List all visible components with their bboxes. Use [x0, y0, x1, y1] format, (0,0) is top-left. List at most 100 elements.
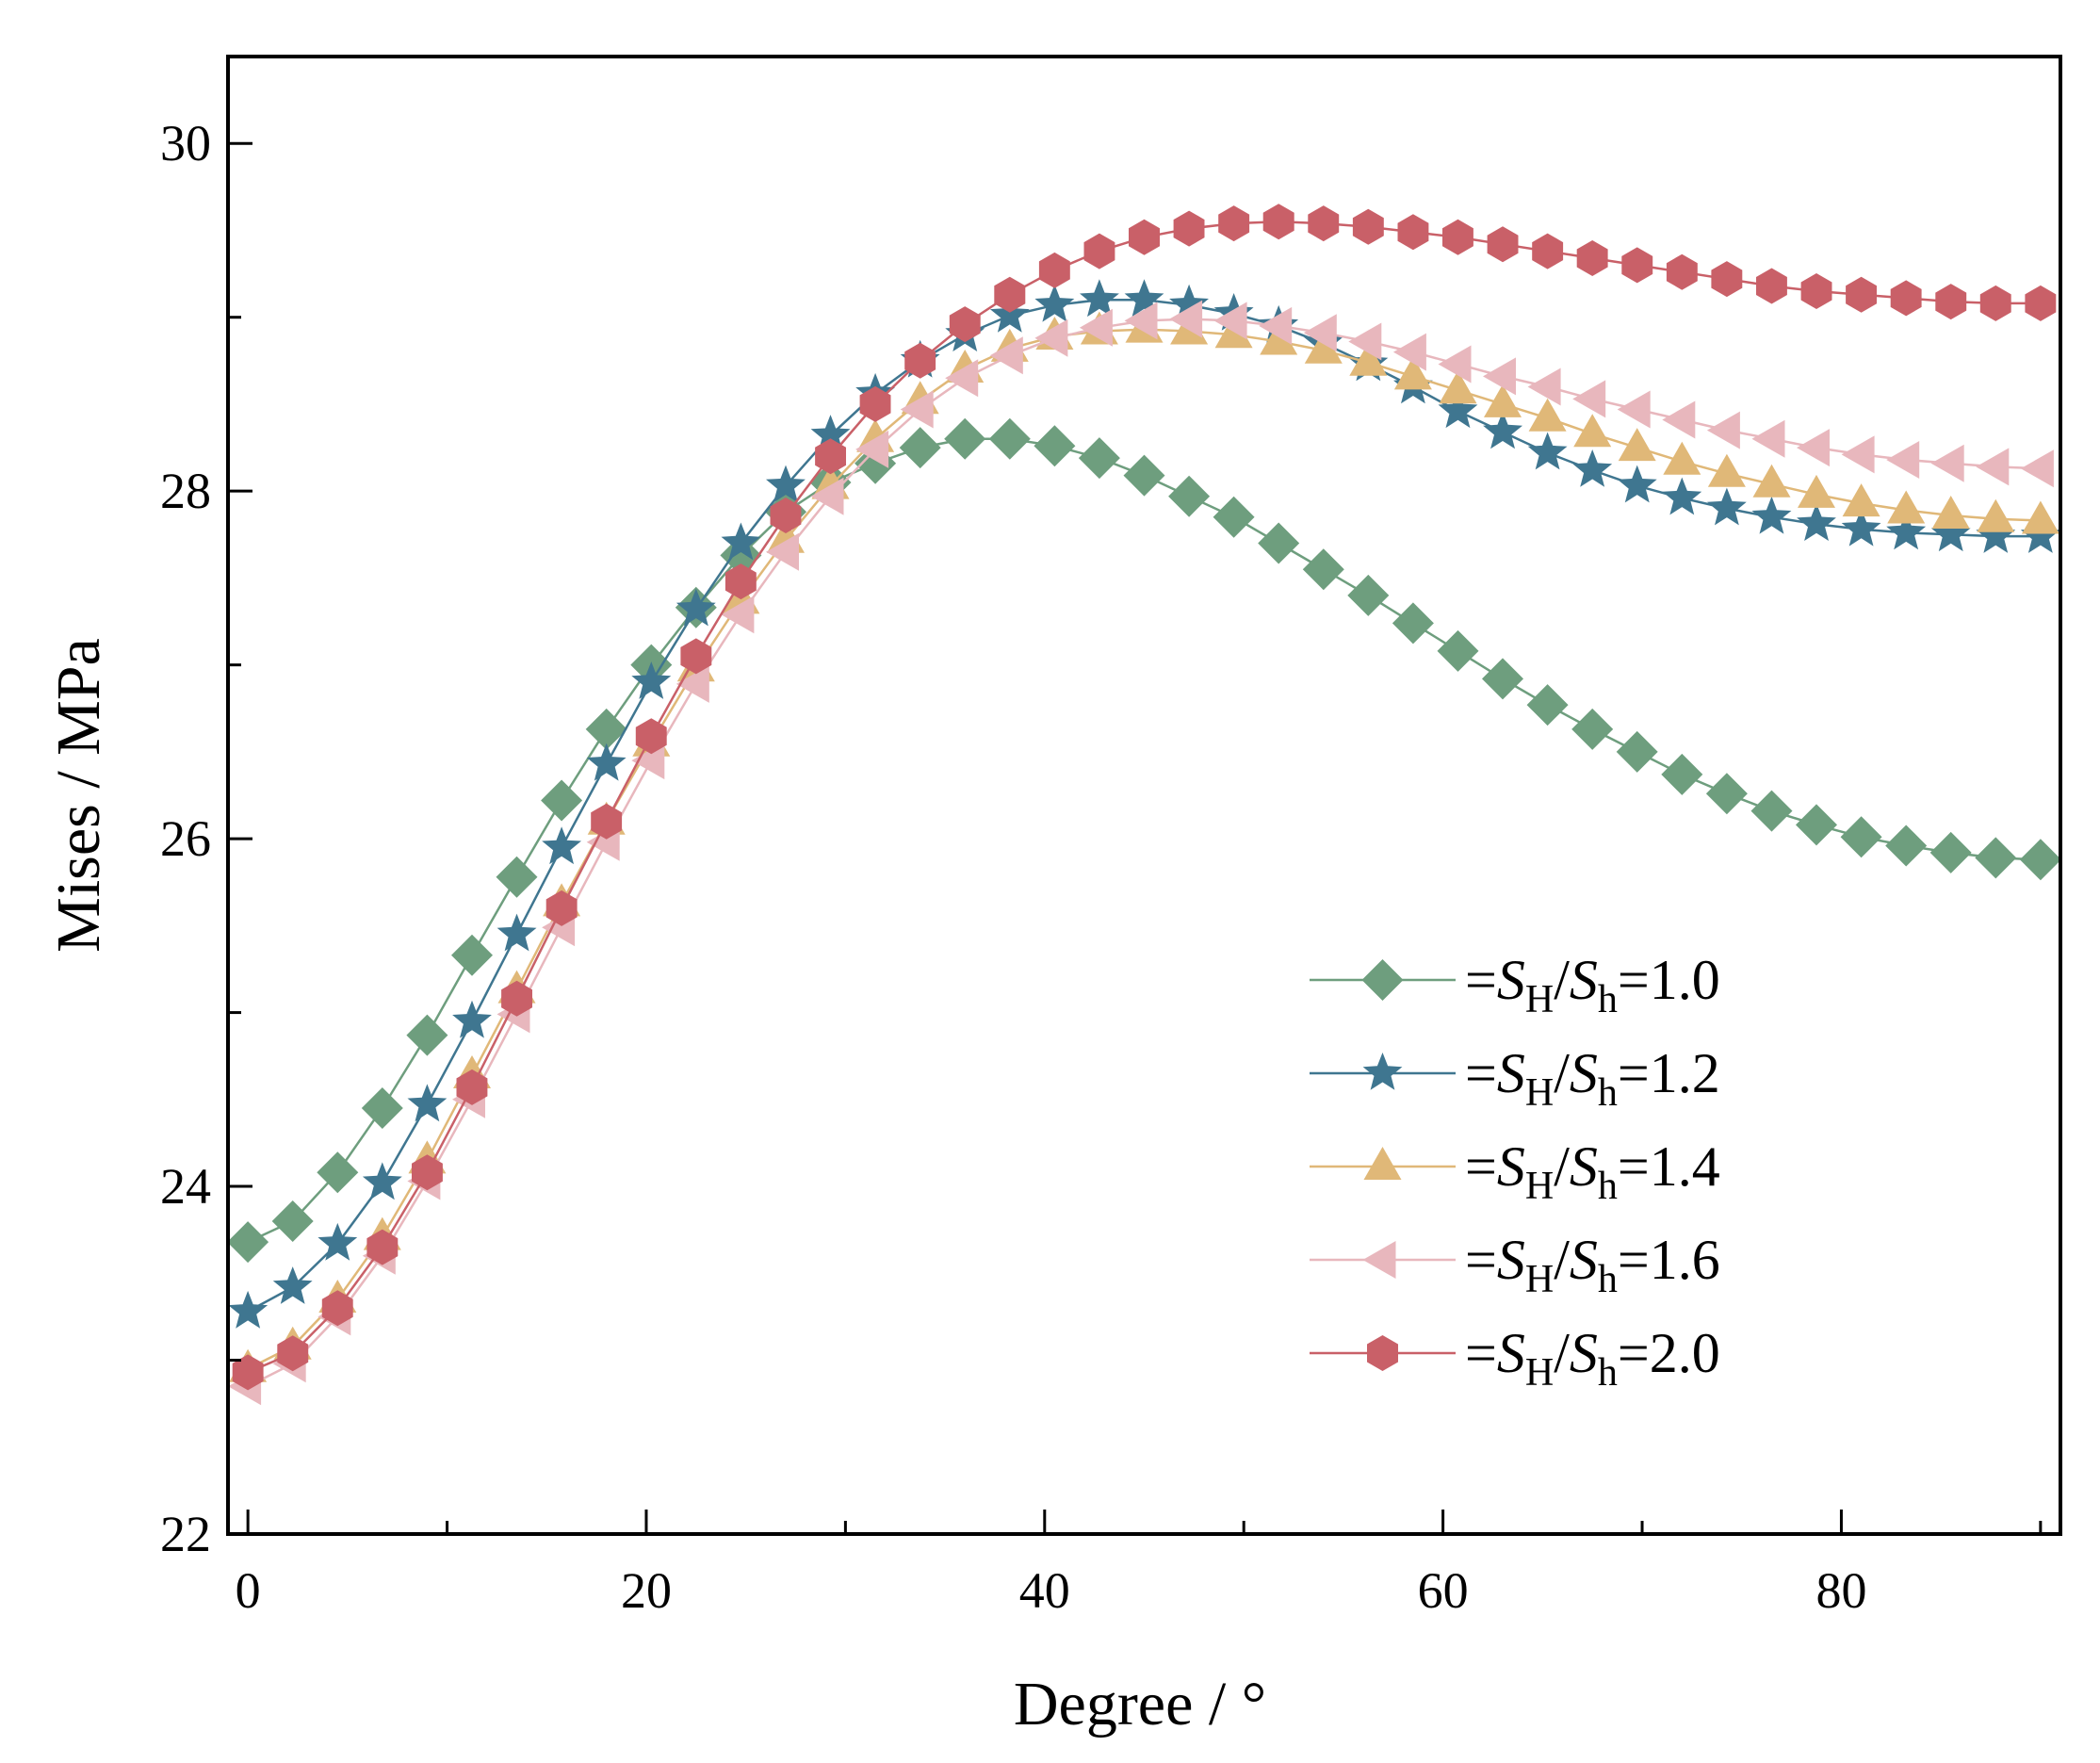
data-point	[1527, 367, 1561, 406]
legend-item: =SH/Sh=1.6	[1310, 1229, 1720, 1301]
data-point	[1129, 219, 1160, 255]
data-point	[945, 359, 979, 398]
data-point	[1526, 684, 1569, 726]
y-tick-label: 24	[160, 1158, 211, 1215]
data-point	[1439, 370, 1477, 404]
data-point	[1397, 214, 1429, 251]
data-point	[1617, 465, 1657, 503]
legend-label: =SH/Sh=1.4	[1465, 1135, 1720, 1208]
data-point	[1527, 432, 1568, 470]
y-axis-title: Mises / MPa	[44, 638, 113, 953]
data-point	[1437, 629, 1479, 672]
data-point	[541, 779, 583, 822]
data-point	[1616, 730, 1658, 773]
x-tick-label: 20	[621, 1562, 672, 1619]
data-point	[1262, 204, 1294, 240]
data-point	[1707, 487, 1747, 526]
data-point	[362, 1162, 402, 1200]
y-tick-label: 30	[160, 115, 211, 171]
data-point	[1796, 804, 1837, 846]
data-point	[1617, 390, 1651, 429]
data-point	[904, 342, 936, 379]
data-point	[227, 1221, 269, 1264]
legend: =SH/Sh=1.0 =SH/Sh=1.2 =SH/Sh=1.4 =SH/Sh=1.6…	[1310, 949, 1720, 1395]
data-point	[721, 522, 761, 561]
data-point	[321, 1290, 353, 1327]
x-tick-label: 40	[1019, 1562, 1070, 1619]
series-2	[228, 279, 2060, 1329]
data-point	[988, 417, 1031, 460]
data-point	[944, 417, 986, 460]
data-point	[1976, 448, 2010, 486]
data-point	[1935, 284, 1967, 320]
data-point	[680, 638, 712, 675]
x-axis: 0 20 40 60 80	[236, 1510, 2043, 1619]
legend-item: =SH/Sh=1.0	[1310, 949, 1720, 1021]
data-point	[1213, 496, 1255, 538]
data-point	[810, 415, 851, 452]
data-point	[1930, 514, 1971, 552]
data-point	[585, 708, 627, 750]
data-point	[277, 1335, 309, 1372]
data-point	[1800, 273, 1832, 309]
x-axis-title: Degree / °	[1014, 1670, 1266, 1739]
data-point	[949, 306, 981, 343]
data-point	[1571, 708, 1614, 750]
legend-item: =SH/Sh=1.4	[1310, 1135, 1720, 1208]
data-point	[2020, 515, 2060, 553]
data-point	[859, 385, 891, 422]
data-point	[1890, 280, 1922, 317]
data-point	[497, 913, 537, 952]
data-point	[2021, 500, 2059, 534]
data-point	[1752, 464, 1791, 498]
data-point	[1798, 474, 1835, 508]
data-point	[1483, 357, 1516, 396]
data-point	[1841, 508, 1881, 547]
data-point	[1078, 437, 1120, 480]
data-point	[1618, 428, 1656, 462]
data-point	[1352, 208, 1384, 245]
data-point	[1841, 435, 1875, 474]
data-point	[1846, 276, 1877, 313]
legend-label: =SH/Sh=1.0	[1465, 949, 1720, 1021]
series-layer	[227, 204, 2061, 1406]
data-point	[1258, 522, 1300, 564]
data-point	[989, 294, 1030, 333]
data-point	[1079, 308, 1113, 347]
data-point	[1976, 515, 2016, 553]
data-point	[1034, 318, 1068, 357]
legend-item: =SH/Sh=2.0	[1310, 1322, 1720, 1395]
series-5	[232, 204, 2057, 1391]
data-point	[1842, 483, 1880, 517]
y-tick-label: 26	[160, 810, 211, 867]
data-point	[591, 803, 623, 840]
data-point	[724, 563, 757, 600]
data-point	[1484, 384, 1522, 417]
data-point	[232, 1354, 264, 1391]
data-point	[989, 336, 1023, 375]
data-point	[1931, 496, 1970, 529]
data-point	[1483, 411, 1522, 449]
data-point	[1169, 284, 1209, 322]
data-point	[1348, 322, 1382, 361]
data-point	[1662, 477, 1702, 515]
data-point	[810, 477, 844, 515]
data-point	[1979, 285, 2011, 321]
legend-marker	[1362, 1053, 1403, 1090]
data-point	[412, 1154, 443, 1191]
data-point	[1482, 658, 1523, 700]
data-point	[456, 1069, 488, 1105]
data-point	[1840, 816, 1882, 858]
data-point	[676, 664, 709, 703]
data-point	[899, 427, 941, 469]
y-axis: 22 24 26 28 30	[160, 115, 252, 1562]
data-point	[1572, 380, 1606, 418]
data-point	[1034, 425, 1076, 467]
data-point	[1751, 419, 1785, 458]
data-point	[1080, 279, 1119, 318]
data-point	[1705, 773, 1748, 815]
series-1	[227, 417, 2061, 1264]
data-point	[1392, 333, 1426, 371]
data-point	[1797, 503, 1836, 541]
